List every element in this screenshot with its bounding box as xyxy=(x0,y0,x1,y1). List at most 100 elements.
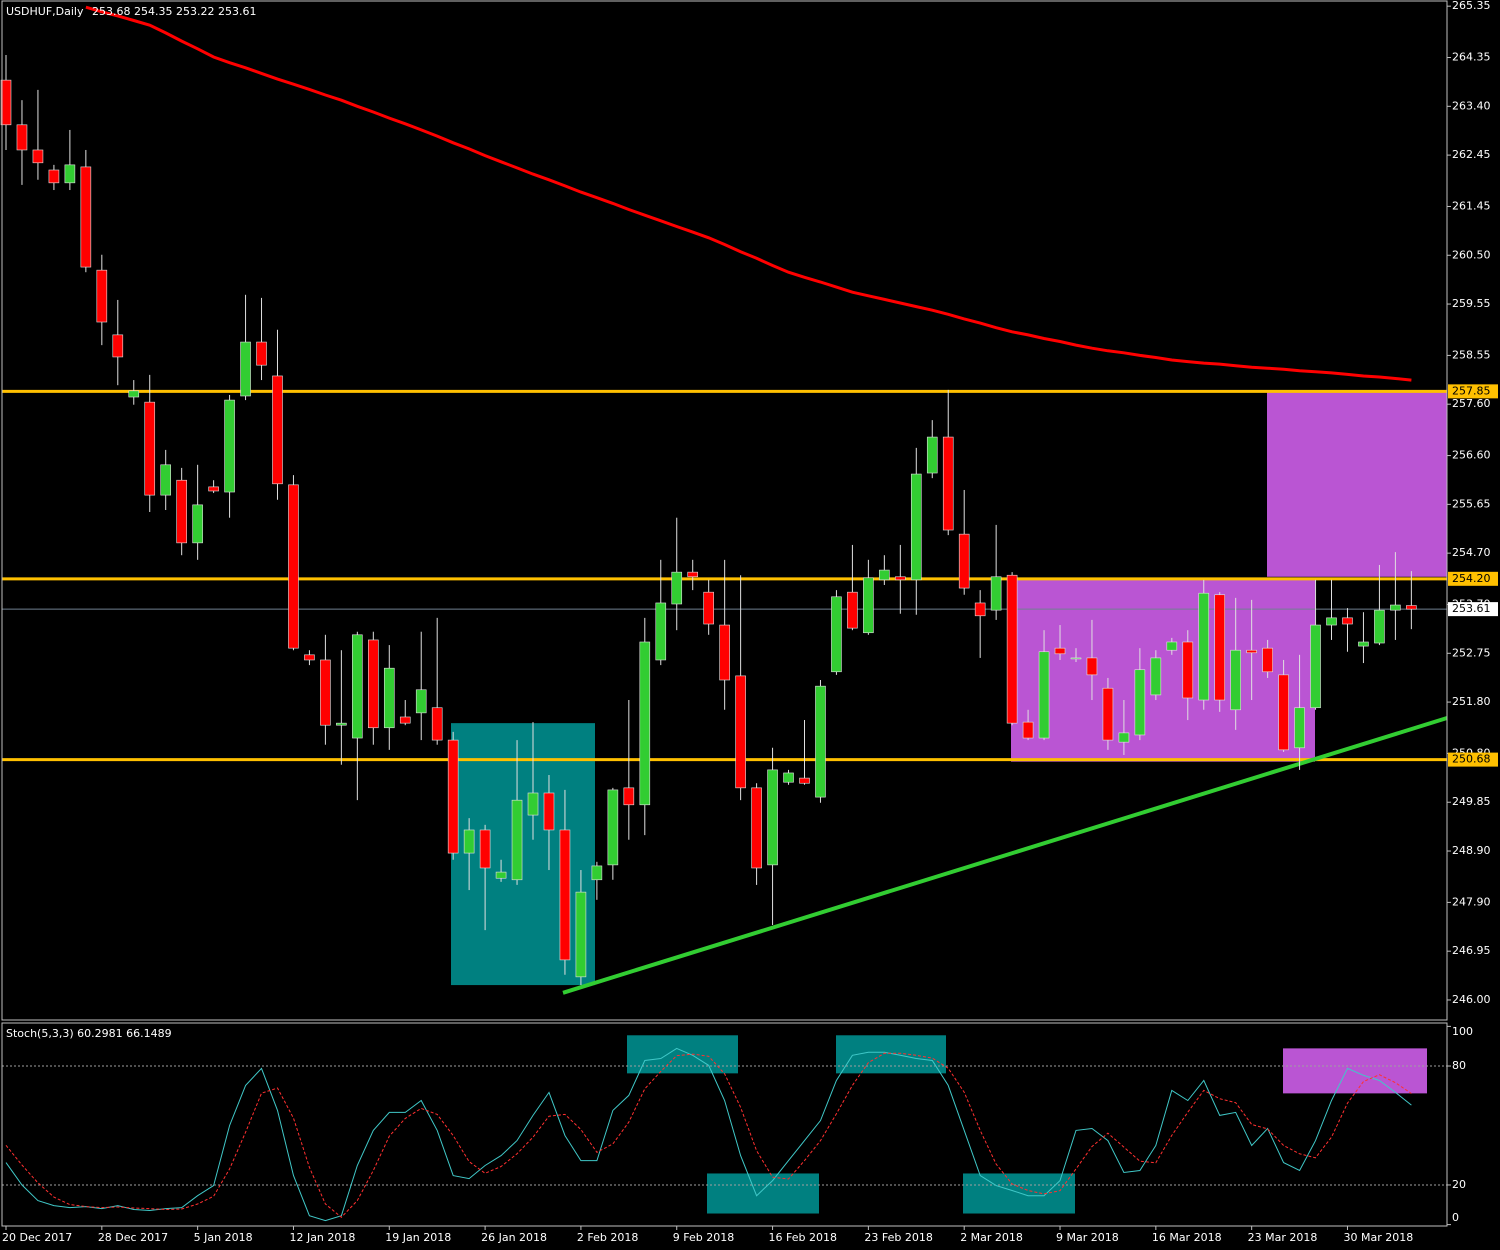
y-tick-label: 257.60 xyxy=(1452,397,1491,410)
zone xyxy=(627,1035,738,1074)
candle-body xyxy=(64,164,76,184)
candle-body xyxy=(1150,657,1162,696)
candle-body xyxy=(1374,609,1385,644)
candle-body xyxy=(847,591,858,629)
candle-body xyxy=(511,799,523,881)
candle-body xyxy=(1214,594,1226,701)
candle-body xyxy=(575,891,587,978)
candle-body xyxy=(144,401,156,496)
candle-body xyxy=(879,569,890,581)
x-tick-label: 28 Dec 2017 xyxy=(98,1231,168,1244)
y-tick-label: 246.95 xyxy=(1452,944,1491,957)
candle-body xyxy=(559,829,571,961)
candle-body xyxy=(607,789,619,866)
candle-body xyxy=(112,334,124,358)
candle-body xyxy=(463,829,475,854)
x-tick-label: 30 Mar 2018 xyxy=(1343,1231,1413,1244)
candle-body xyxy=(224,399,235,493)
candle-body xyxy=(383,667,395,729)
candle-body xyxy=(1294,707,1305,749)
moving-average xyxy=(85,5,1412,382)
x-tick-label: 2 Feb 2018 xyxy=(577,1231,638,1244)
candle-body xyxy=(1118,732,1130,743)
level-price-box xyxy=(1448,571,1498,586)
candle-body xyxy=(1134,669,1146,736)
y-tick-label: 80 xyxy=(1452,1059,1466,1072)
candle-body xyxy=(990,576,1002,611)
y-tick-label: 262.45 xyxy=(1452,148,1491,161)
candle-body xyxy=(831,596,842,673)
zone xyxy=(836,1035,946,1074)
candle-body xyxy=(1278,674,1289,751)
chart-title: USDHUF,Daily xyxy=(6,5,84,18)
y-tick-label: 254.70 xyxy=(1452,546,1491,559)
candle-body xyxy=(352,634,363,739)
price-frame xyxy=(1,0,1448,1021)
zone xyxy=(1267,391,1447,577)
level-price-label: 257.85 xyxy=(1452,384,1491,397)
y-tick-label: 265.35 xyxy=(1452,0,1491,12)
candle-body xyxy=(1086,657,1098,676)
candle-body xyxy=(735,675,746,789)
x-tick-label: 5 Jan 2018 xyxy=(194,1231,253,1244)
candle-body xyxy=(447,739,459,854)
candle-body xyxy=(1022,721,1034,739)
stoch-k-line xyxy=(5,1047,1412,1222)
ohlc-value: 254.35 xyxy=(134,5,173,18)
candle-body xyxy=(415,689,427,714)
candle-body xyxy=(719,624,730,681)
zone xyxy=(963,1173,1075,1214)
candle-body xyxy=(1054,647,1066,655)
y-tick-label: 259.55 xyxy=(1452,297,1491,310)
candle-body xyxy=(176,479,187,544)
candle-body xyxy=(479,829,491,869)
y-tick-label: 260.50 xyxy=(1452,248,1491,261)
candle-body xyxy=(1166,641,1178,651)
candle-body xyxy=(48,169,60,184)
candle-body xyxy=(16,124,28,151)
candle-body xyxy=(591,865,603,881)
x-tick-label: 2 Mar 2018 xyxy=(960,1231,1023,1244)
x-tick-label: 23 Mar 2018 xyxy=(1248,1231,1318,1244)
stochastic-frame xyxy=(1,1022,1448,1227)
candle-body xyxy=(958,533,970,589)
candle-body xyxy=(1390,604,1401,611)
candle-body xyxy=(1006,574,1018,724)
candle-body xyxy=(751,787,762,869)
candle-body xyxy=(942,436,954,531)
candle-body xyxy=(1358,641,1369,647)
level-price-label: 254.20 xyxy=(1452,572,1491,585)
candle-body xyxy=(1246,649,1257,654)
y-tick-label: 258.55 xyxy=(1452,348,1491,361)
indicator-title: Stoch(5,3,3) 60.2981 66.1489 xyxy=(6,1027,172,1040)
candle-body xyxy=(910,473,922,581)
candle-body xyxy=(399,716,411,724)
candle-body xyxy=(1070,657,1082,660)
zone xyxy=(707,1173,819,1214)
x-tick-label: 20 Dec 2017 xyxy=(2,1231,72,1244)
x-tick-label: 9 Feb 2018 xyxy=(673,1231,734,1244)
candle-body xyxy=(208,486,219,492)
candle-body xyxy=(1310,624,1321,709)
candle-body xyxy=(974,602,986,617)
x-tick-label: 12 Jan 2018 xyxy=(289,1231,355,1244)
y-tick-label: 100 xyxy=(1452,1025,1473,1038)
y-tick-label: 247.90 xyxy=(1452,895,1491,908)
ohlc-value: 253.61 xyxy=(218,5,257,18)
y-tick-label: 249.85 xyxy=(1452,795,1491,808)
stochastic-panel: 0 20 80 100 Stoch(5,3,3) 60.2981 66.1489 xyxy=(2,1025,1473,1226)
price-panel: 246.95246.00247.90248.90249.85250.80251.… xyxy=(0,0,1498,1006)
candle-body xyxy=(623,787,635,806)
y-tick-label: 263.40 xyxy=(1452,99,1491,112)
candle-body xyxy=(543,792,555,831)
candle-body xyxy=(1198,592,1210,701)
candle-body xyxy=(256,341,267,366)
candle-body xyxy=(1406,605,1417,610)
candle-body xyxy=(336,722,347,726)
candle-body xyxy=(863,577,874,634)
x-tick-label: 26 Jan 2018 xyxy=(481,1231,547,1244)
y-tick-label: 261.45 xyxy=(1452,199,1491,212)
zone xyxy=(1283,1048,1427,1094)
ohlc-value: 253.22 xyxy=(176,5,215,18)
